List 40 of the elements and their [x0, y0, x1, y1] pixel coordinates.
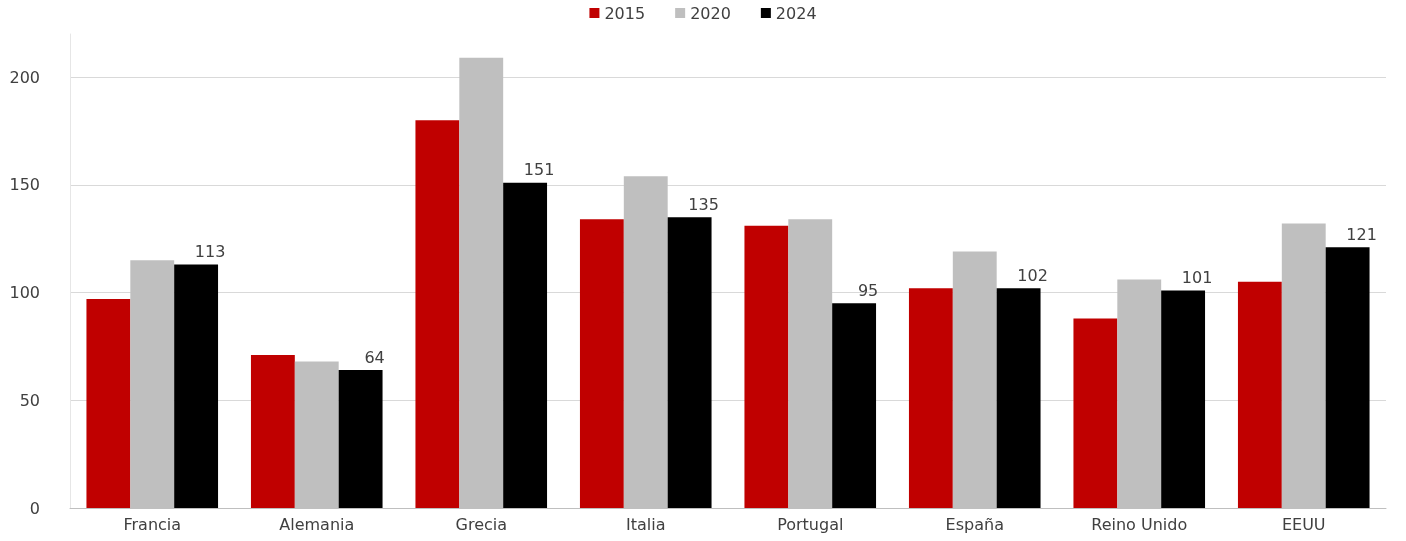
y-tick-label: 200	[9, 67, 40, 87]
x-tick-label: Reino Unido	[1091, 514, 1188, 534]
bar	[338, 370, 383, 508]
data-label: 102	[1017, 265, 1048, 285]
x-tick-label: Grecia	[455, 514, 508, 534]
x-tick-label: Portugal	[777, 514, 844, 534]
y-tick-label: 150	[9, 175, 40, 195]
bar	[744, 225, 789, 508]
x-tick-label: Italia	[626, 514, 666, 534]
bar	[1073, 318, 1118, 508]
data-label: 113	[194, 242, 226, 262]
y-tick-label: 50	[19, 390, 40, 410]
y-tick-label: 0	[29, 498, 40, 518]
data-label: 101	[1181, 267, 1213, 287]
data-label: 121	[1346, 224, 1377, 244]
data-label: 135	[688, 194, 719, 214]
bar	[832, 303, 877, 508]
bar	[1161, 290, 1206, 508]
bar	[996, 288, 1041, 508]
bar	[1237, 281, 1282, 508]
bar	[908, 288, 953, 508]
x-tick-label: EEUU	[1281, 514, 1326, 534]
bar	[415, 120, 460, 508]
bar	[86, 299, 131, 508]
x-tick-label: Alemania	[279, 514, 355, 534]
legend-label: 2020	[690, 3, 731, 23]
x-tick-label: Francia	[123, 514, 182, 534]
bar	[667, 217, 712, 508]
data-label: 151	[523, 160, 555, 180]
bar	[579, 219, 624, 508]
data-label: 64	[364, 347, 385, 367]
bar	[250, 355, 295, 508]
bar	[503, 182, 548, 508]
legend-label: 2015	[604, 3, 646, 23]
legend-label: 2024	[775, 3, 817, 23]
bar	[1325, 247, 1370, 508]
data-label: 95	[857, 280, 879, 300]
bar	[174, 264, 219, 508]
y-tick-label: 100	[9, 283, 40, 303]
x-tick-label: España	[945, 514, 1004, 534]
